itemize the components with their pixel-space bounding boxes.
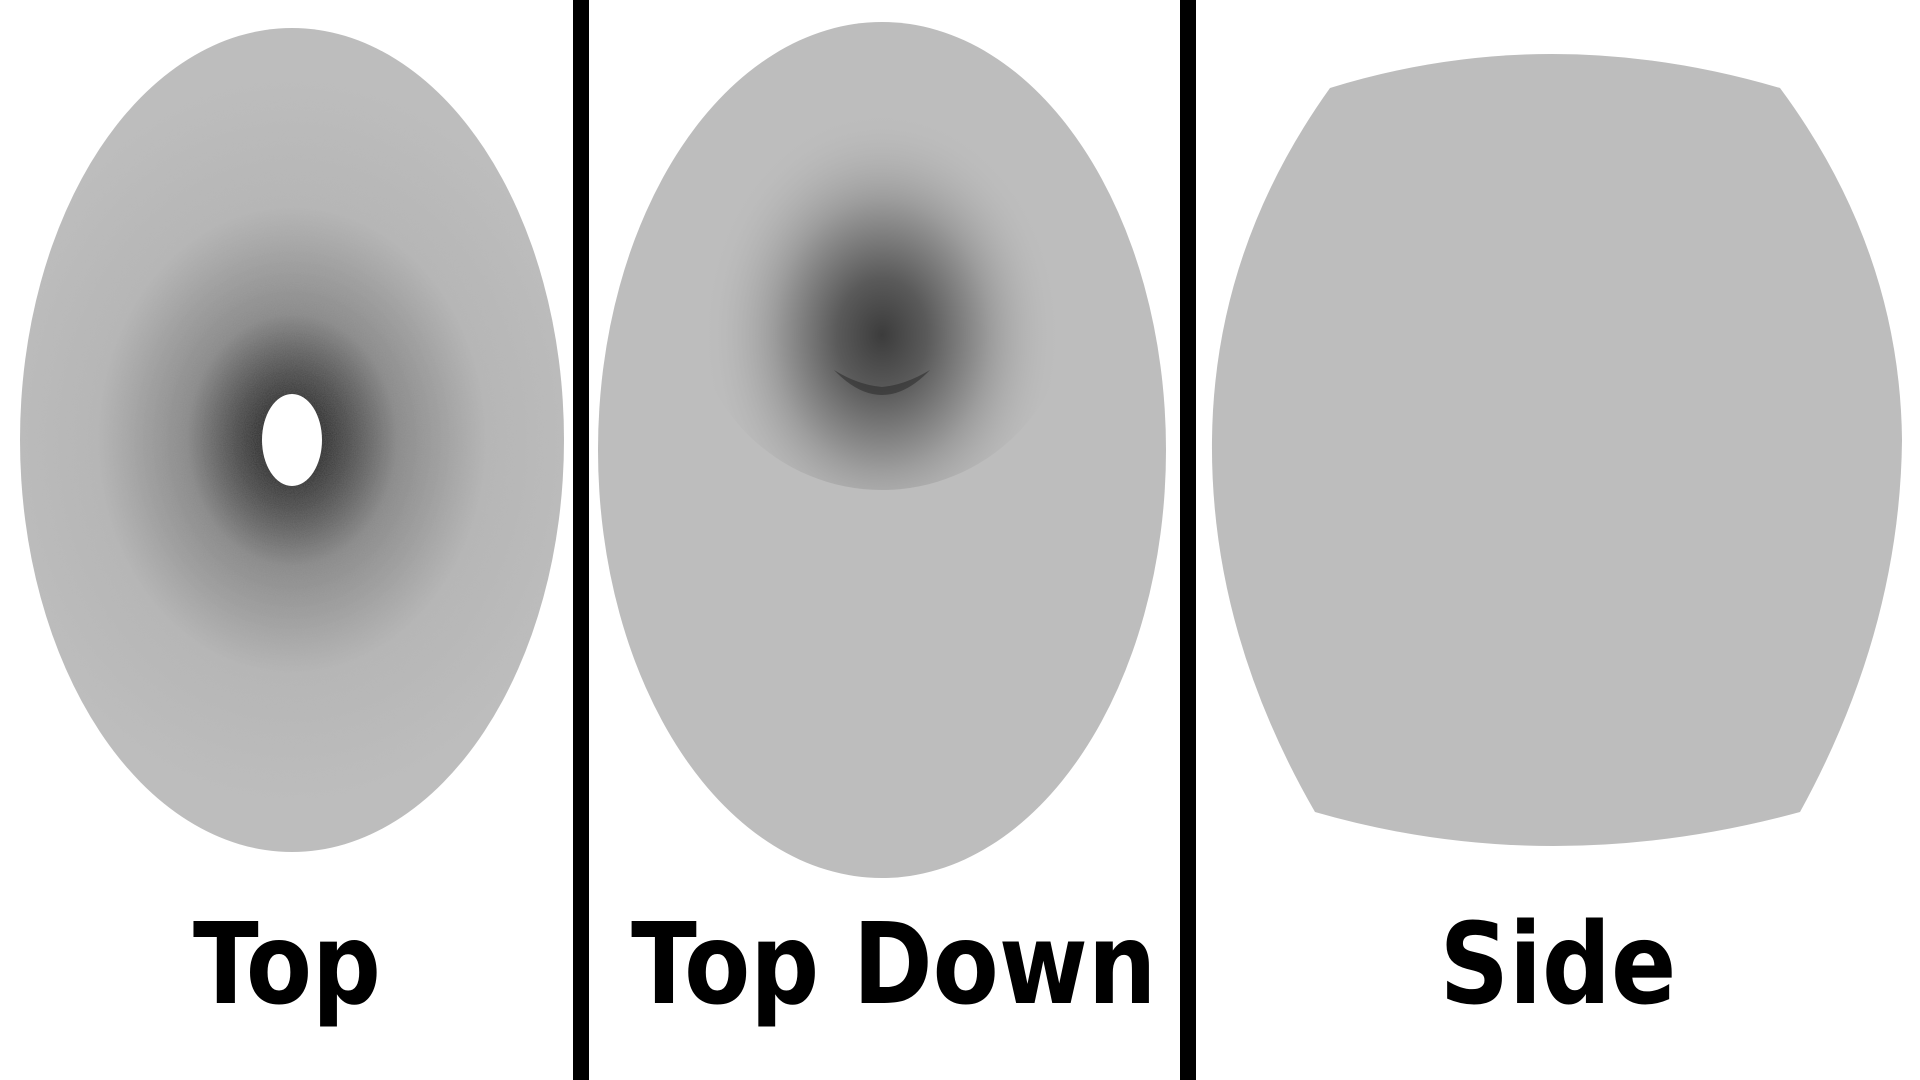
panel-top-view [20,28,564,852]
top-down-view-cavity-rim [834,370,930,395]
panel-divider-left [573,0,589,1080]
label-side: Side [1439,900,1677,1030]
panel-side-view [1211,54,1902,846]
panel-top-down-view [598,22,1166,878]
top-down-view-cavity-shade [692,110,1072,490]
side-view-body [1211,54,1902,846]
panel-divider-right [1180,0,1196,1080]
label-top-down: Top Down [631,900,1157,1030]
label-top: Top [192,900,382,1030]
top-view-hole [262,394,322,486]
